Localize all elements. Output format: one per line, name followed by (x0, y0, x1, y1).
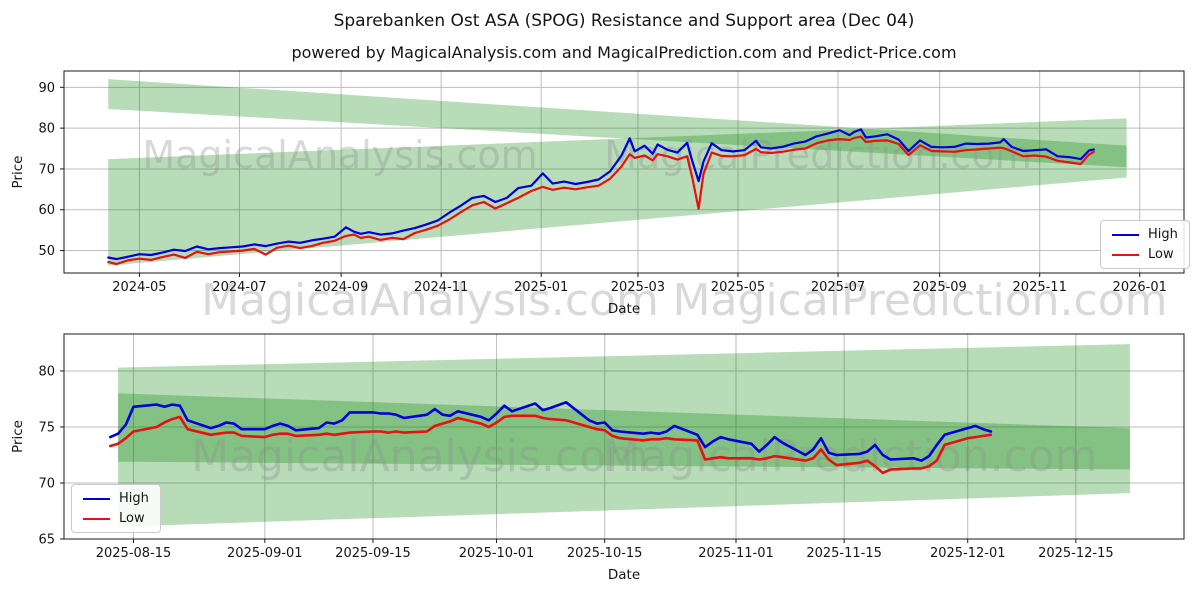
legend-entry-low: Low (1112, 248, 1178, 261)
x-tick-label: 2025-11-01 (698, 546, 774, 561)
resistance-area-band (108, 79, 1127, 168)
watermark-text: MagicalPrediction.com (673, 275, 1168, 326)
x-tick-label: 2025-09 (913, 280, 967, 295)
watermark-text: MagicalAnalysis.com (191, 431, 649, 482)
x-tick-label: 2026-01 (1113, 280, 1167, 295)
plot-frame (63, 333, 1185, 540)
x-tick-label: 2025-12-15 (1038, 546, 1114, 561)
x-tick-label: 2025-10-01 (459, 546, 535, 561)
x-axis-label: Date (608, 301, 640, 317)
y-tick-label: 65 (38, 533, 55, 548)
x-tick-label: 2025-09-01 (227, 546, 303, 561)
x-tick-label: 2024-09 (314, 280, 368, 295)
x-tick-label: 2025-01 (514, 280, 568, 295)
x-tick-label: 2025-12-01 (930, 546, 1006, 561)
x-tick-label: 2025-11-15 (806, 546, 882, 561)
low-line (109, 414, 993, 475)
watermark-text: MagicalAnalysis.com (201, 275, 659, 326)
x-tick-label: 2025-05 (711, 280, 765, 295)
legend-label: High (1148, 227, 1178, 242)
x-tick-label: 2025-07 (811, 280, 865, 295)
y-tick-label: 50 (38, 244, 55, 259)
legend-entry-high: High (83, 492, 149, 505)
support-area-band (108, 118, 1127, 266)
y-tick-label: 90 (38, 81, 55, 96)
y-axis-label: Price (10, 156, 26, 189)
x-tick-label: 2025-08-15 (96, 546, 172, 561)
x-tick-label: 2025-03 (611, 280, 665, 295)
low-line-swatch (1112, 253, 1139, 256)
x-tick-label: 2024-07 (212, 280, 266, 295)
bottom-chart-legend: High Low (71, 484, 161, 533)
watermark-text: MagicalPrediction.com (604, 133, 1032, 177)
high-line-swatch (83, 497, 110, 500)
support-area-band (118, 344, 1130, 527)
chart-title: Sparebanken Ost ASA (SPOG) Resistance an… (333, 11, 915, 31)
high-line-swatch (1112, 233, 1139, 236)
y-tick-label: 70 (38, 476, 55, 491)
y-tick-label: 80 (38, 122, 55, 137)
legend-entry-high: High (1112, 228, 1178, 241)
x-tick-label: 2024-11 (414, 280, 468, 295)
low-line (107, 135, 1095, 266)
x-tick-label: 2025-10-15 (567, 546, 643, 561)
x-tick-label: 2024-05 (112, 280, 166, 295)
high-line (109, 400, 993, 462)
high-line (107, 128, 1095, 261)
chart-subtitle: powered by MagicalAnalysis.com and Magic… (291, 43, 957, 62)
top-chart-legend: High Low (1100, 220, 1190, 269)
legend-label: Low (119, 511, 145, 526)
y-tick-label: 80 (38, 364, 55, 379)
x-tick-label: 2025-11 (1013, 280, 1067, 295)
y-tick-label: 75 (38, 420, 55, 435)
plot-frame (63, 70, 1185, 274)
watermark-text: MagicalAnalysis.com (142, 133, 537, 177)
y-axis-label: Price (10, 420, 26, 453)
y-tick-label: 70 (38, 162, 55, 177)
low-line-swatch (83, 517, 110, 520)
x-axis-label: Date (608, 567, 640, 583)
legend-label: High (119, 491, 149, 506)
y-tick-label: 60 (38, 203, 55, 218)
x-tick-label: 2025-09-15 (335, 546, 411, 561)
legend-entry-low: Low (83, 512, 149, 525)
legend-label: Low (1148, 247, 1174, 262)
